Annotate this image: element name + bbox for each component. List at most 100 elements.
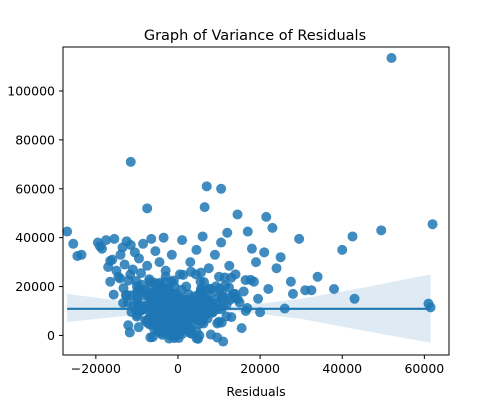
data-point — [185, 257, 196, 268]
data-point — [191, 244, 202, 255]
data-point — [312, 271, 323, 282]
data-point — [175, 269, 186, 280]
data-point — [127, 264, 138, 275]
data-point — [246, 243, 257, 254]
data-point — [232, 209, 243, 220]
data-point — [329, 284, 340, 294]
data-point — [142, 203, 153, 214]
data-point — [218, 336, 229, 347]
data-point — [347, 231, 358, 242]
data-point — [195, 267, 206, 278]
plot-frame — [62, 46, 450, 356]
data-point — [160, 265, 171, 276]
data-point — [150, 246, 161, 257]
data-point — [123, 320, 134, 331]
data-point — [123, 275, 134, 286]
data-point — [220, 280, 231, 291]
axes-layer: −20000 0 20000 40000 60000 0 20000 40000 60000 80… — [7, 46, 450, 376]
data-point — [164, 333, 175, 344]
x-tick-label: 60000 — [404, 361, 444, 376]
data-point — [261, 211, 272, 222]
x-tick-label: 20000 — [240, 361, 280, 376]
data-point — [133, 322, 144, 333]
data-point — [238, 286, 249, 297]
data-point — [166, 249, 177, 260]
data-point — [234, 297, 245, 308]
data-point — [248, 276, 259, 287]
data-point — [172, 308, 183, 319]
data-point — [287, 288, 298, 299]
data-point — [294, 233, 305, 244]
data-point — [242, 226, 253, 237]
data-point — [211, 293, 222, 304]
data-point — [197, 231, 208, 242]
data-point — [168, 275, 179, 286]
data-point — [162, 282, 173, 293]
data-point — [62, 226, 73, 237]
x-tick-label: 40000 — [322, 361, 362, 376]
data-point — [120, 290, 131, 301]
data-point — [105, 276, 116, 287]
data-point — [140, 315, 151, 326]
y-tick-label: 80000 — [15, 132, 55, 147]
data-point — [158, 232, 169, 243]
data-point — [275, 252, 286, 263]
x-axis-label: Residuals — [226, 384, 285, 399]
data-point — [267, 222, 278, 233]
data-point — [230, 269, 241, 280]
data-point — [131, 281, 142, 292]
data-point — [199, 202, 210, 213]
data-point — [259, 247, 270, 258]
data-point — [189, 291, 200, 302]
data-point — [107, 254, 118, 265]
data-point — [181, 281, 192, 292]
data-point — [337, 244, 348, 255]
data-point — [212, 318, 223, 329]
data-point — [150, 320, 161, 331]
data-point — [125, 156, 136, 167]
data-point — [253, 293, 264, 304]
data-point — [201, 181, 212, 192]
data-point — [138, 238, 149, 249]
data-point — [226, 312, 237, 323]
data-point — [187, 302, 198, 313]
data-point — [214, 271, 225, 282]
data-point — [170, 288, 181, 299]
data-point — [97, 243, 108, 254]
data-point — [101, 235, 112, 246]
data-point — [199, 298, 210, 309]
data-point — [118, 297, 129, 308]
data-point — [125, 240, 136, 250]
data-point — [209, 249, 220, 260]
data-point — [425, 302, 436, 313]
y-tick-label: 40000 — [15, 230, 55, 245]
data-point — [177, 235, 188, 246]
data-point — [224, 260, 235, 271]
data-point — [222, 227, 233, 238]
chart-title: Graph of Variance of Residuals — [144, 28, 366, 44]
data-point — [113, 271, 124, 282]
data-point — [154, 257, 165, 268]
data-point — [148, 291, 159, 302]
data-point — [183, 315, 194, 326]
data-point — [142, 260, 153, 271]
x-tick-label: −20000 — [71, 361, 121, 376]
data-point — [236, 323, 247, 334]
data-point — [427, 219, 438, 230]
data-point — [132, 292, 143, 303]
y-tick-label: 60000 — [15, 181, 55, 196]
data-point — [349, 293, 360, 304]
x-tick-label: 0 — [174, 361, 182, 376]
data-point — [216, 183, 227, 194]
data-point — [119, 259, 130, 270]
data-point — [140, 285, 151, 296]
data-point — [386, 53, 397, 63]
data-point — [168, 316, 179, 327]
data-point — [228, 288, 239, 299]
y-tick-label: 20000 — [15, 279, 55, 294]
data-point — [240, 275, 251, 286]
data-point — [108, 289, 119, 300]
data-point — [144, 274, 155, 285]
